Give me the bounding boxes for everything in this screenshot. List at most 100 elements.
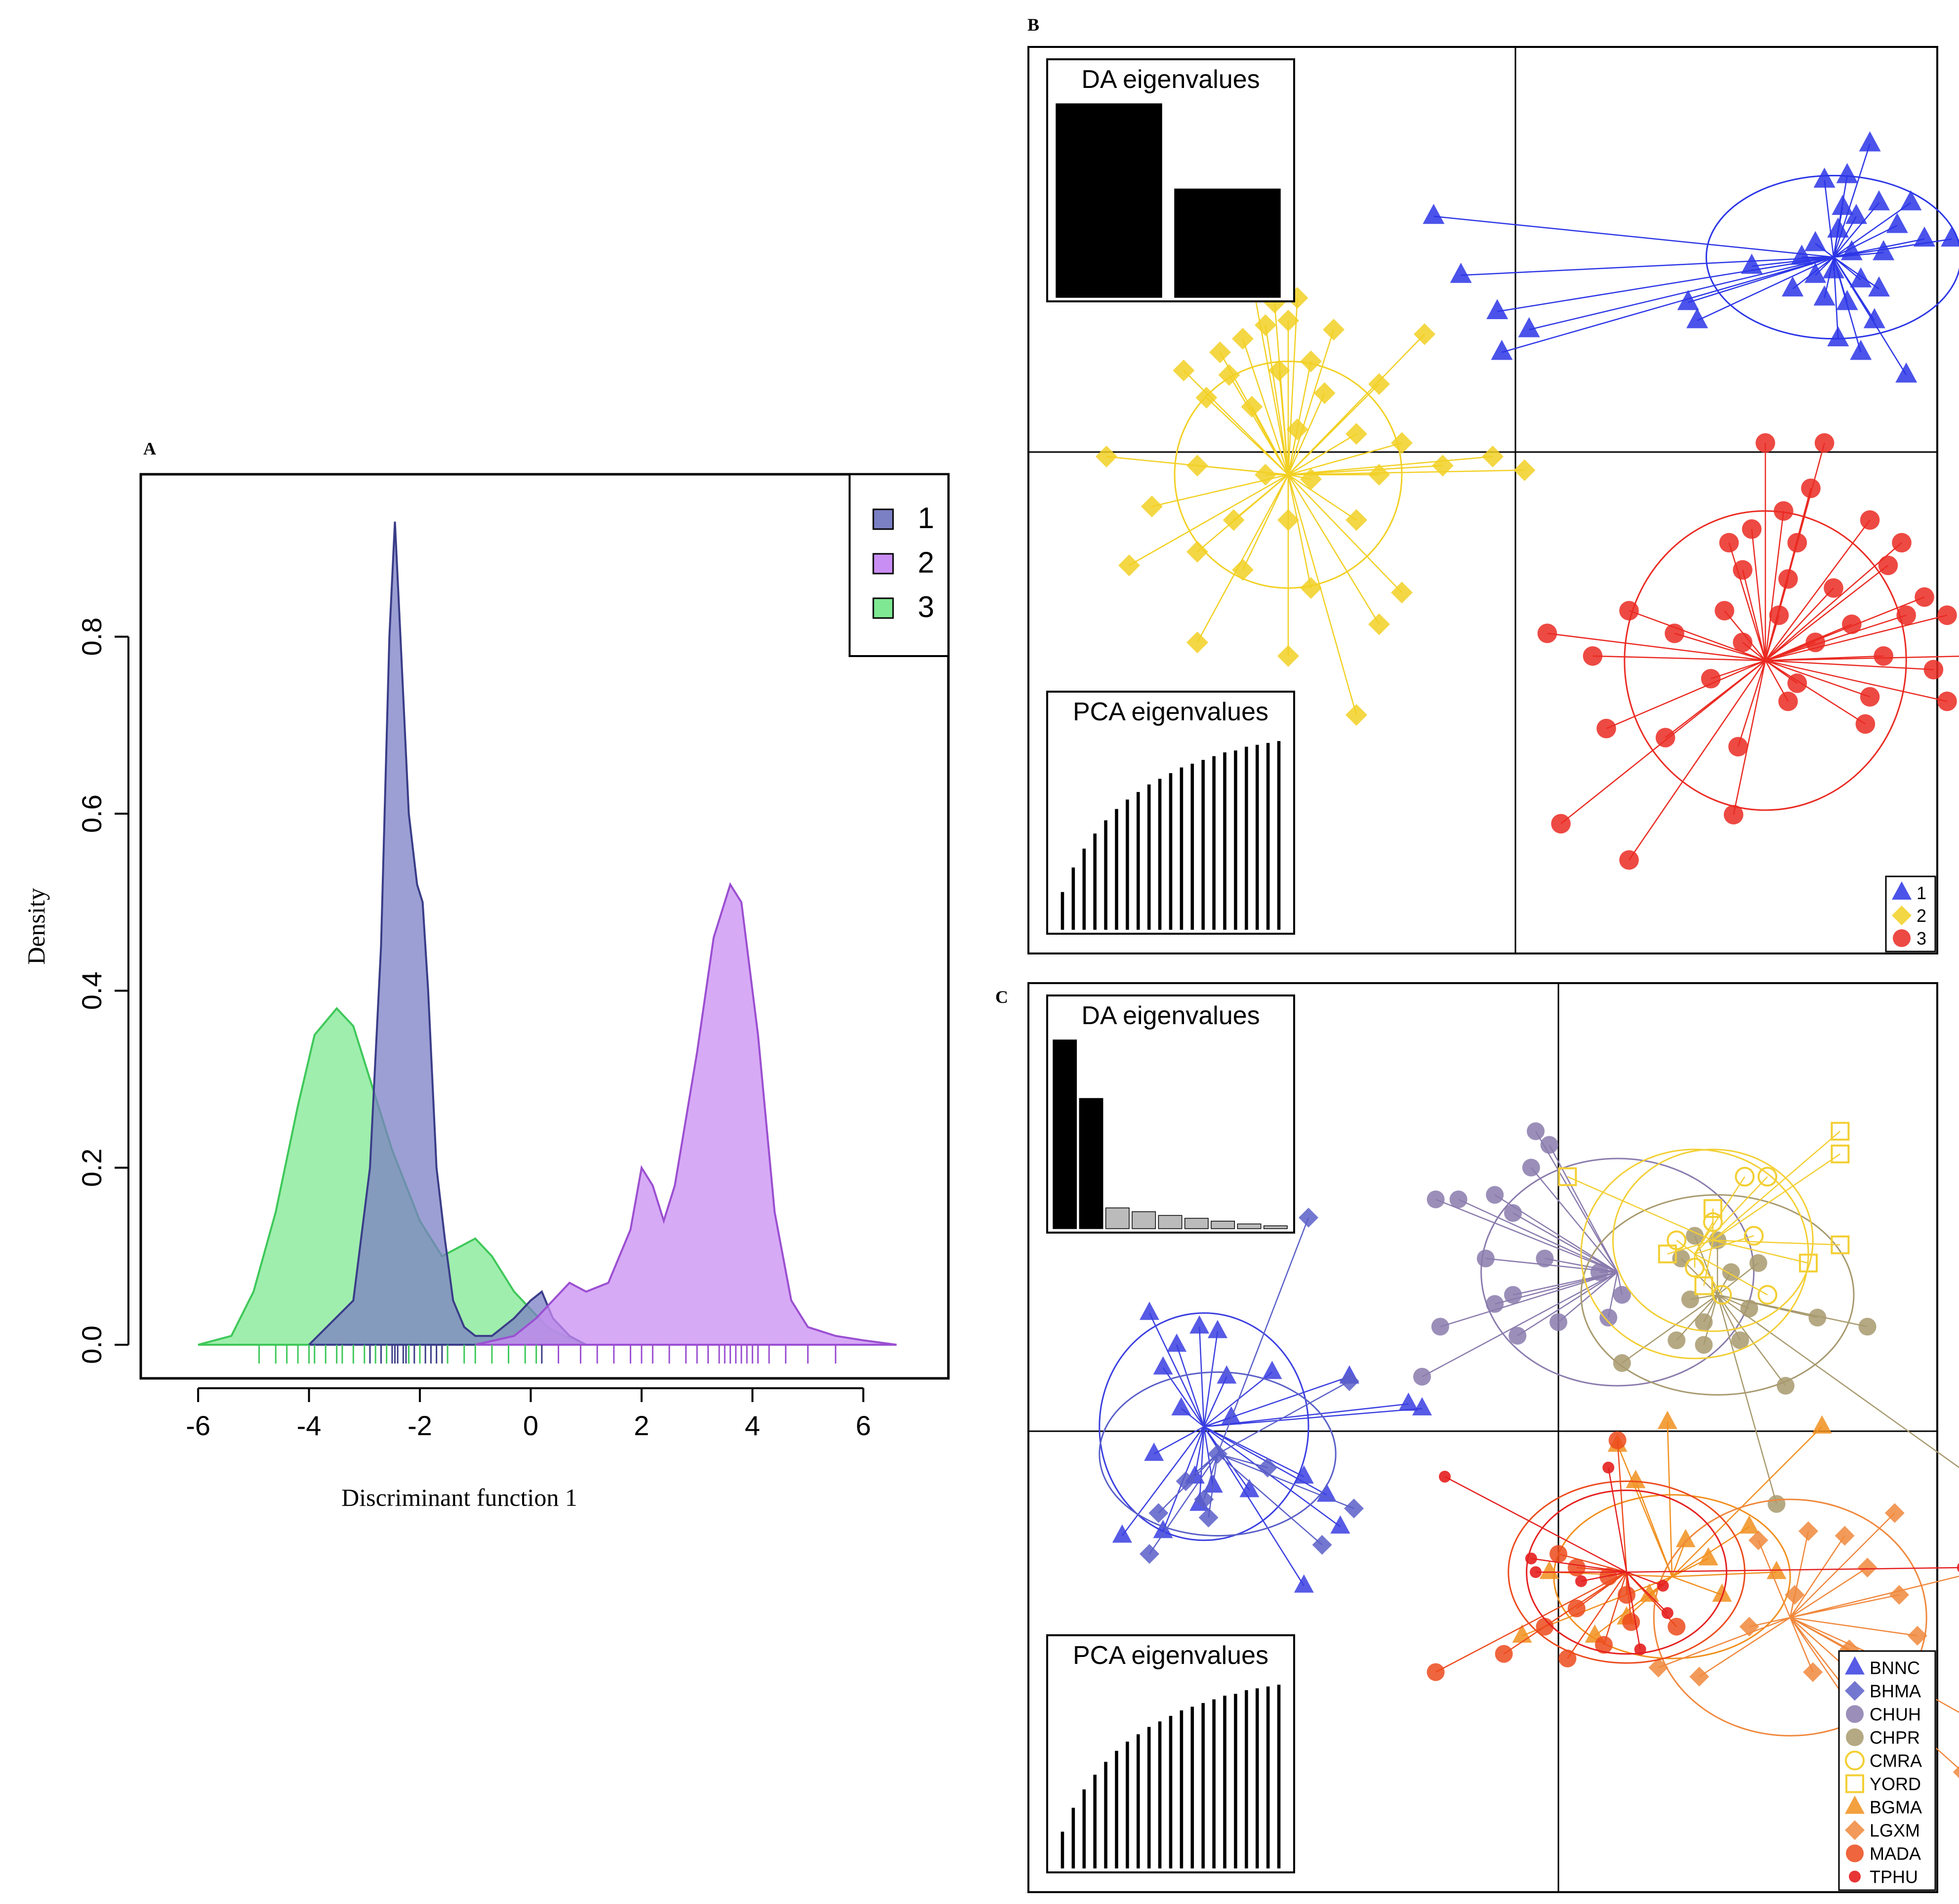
point-3 xyxy=(1805,632,1825,653)
point-2 xyxy=(1300,468,1322,491)
legend-marker-BNNC xyxy=(1845,1656,1865,1675)
panel-a-letter: A xyxy=(143,439,156,458)
group-ellipse-CHPR xyxy=(1580,1194,1855,1396)
point-3 xyxy=(1755,433,1775,453)
point-CHPR xyxy=(1613,1354,1631,1372)
point-BGMA xyxy=(1539,1561,1559,1579)
point-BNNC xyxy=(1262,1361,1282,1379)
point-3 xyxy=(1937,605,1957,625)
legend-marker-BHMA xyxy=(1845,1681,1865,1701)
spoke-CHUH xyxy=(1435,1199,1618,1273)
x-tick-label: 6 xyxy=(856,1410,871,1441)
point-2 xyxy=(1346,704,1367,726)
point-1 xyxy=(1823,258,1844,279)
spoke-MADA xyxy=(1617,1440,1628,1573)
point-2 xyxy=(1218,364,1240,386)
point-3 xyxy=(1896,605,1916,625)
legend-label-YORD: YORD xyxy=(1870,1774,1921,1794)
x-tick-label: 0 xyxy=(523,1410,538,1441)
point-MADA xyxy=(1608,1431,1627,1449)
panel-a-density-series xyxy=(198,521,897,1346)
legend-marker-LGXM xyxy=(1845,1820,1865,1840)
spoke-3 xyxy=(1629,610,1766,662)
point-1 xyxy=(1873,240,1895,260)
point-BGMA xyxy=(1712,1583,1732,1602)
spoke-MADA xyxy=(1603,1572,1628,1645)
pca-eigenvalue-bar xyxy=(1082,848,1086,930)
point-LGXM xyxy=(1785,1585,1805,1605)
panel-a-plot-frame xyxy=(139,473,950,1380)
point-2 xyxy=(1368,373,1390,395)
panel-c-letter: C xyxy=(995,987,1008,1007)
point-1 xyxy=(1813,167,1836,188)
spoke-2 xyxy=(1274,302,1289,475)
point-1 xyxy=(1850,267,1872,288)
spoke-2 xyxy=(1196,474,1289,643)
y-tick-label: 0.6 xyxy=(76,794,107,833)
spoke-1 xyxy=(1697,256,1834,322)
pca-eigenvalue-bar xyxy=(1234,750,1237,930)
spoke-YORD xyxy=(1712,1130,1841,1241)
spoke-3 xyxy=(1547,632,1766,662)
point-2 xyxy=(1431,455,1454,477)
spoke-3 xyxy=(1674,632,1766,662)
point-3 xyxy=(1728,737,1748,757)
point-2 xyxy=(1141,496,1163,518)
point-CHPR xyxy=(1695,1313,1713,1331)
legend-label-3: 3 xyxy=(1917,928,1926,949)
panel-a-legend-box xyxy=(849,473,949,657)
spoke-BGMA xyxy=(1617,1445,1673,1577)
point-BNNC xyxy=(1140,1301,1159,1320)
point-LGXM xyxy=(1857,1558,1877,1577)
legend-label-CMRA: CMRA xyxy=(1870,1750,1922,1771)
spoke-3 xyxy=(1733,660,1766,815)
spoke-2 xyxy=(1287,297,1298,475)
point-1 xyxy=(1827,326,1849,347)
spoke-LGXM xyxy=(1790,1617,1814,1673)
group-ellipse-BHMA xyxy=(1099,1371,1337,1537)
spoke-2 xyxy=(1288,474,1357,521)
spoke-LGXM xyxy=(1790,1512,1895,1618)
point-BNNC xyxy=(1153,1356,1173,1375)
spoke-LGXM xyxy=(1790,1535,1845,1618)
legend-label-MADA: MADA xyxy=(1870,1843,1921,1863)
point-1 xyxy=(1914,226,1935,247)
point-YORD xyxy=(1799,1253,1818,1273)
point-2 xyxy=(1482,446,1504,468)
point-1 xyxy=(1827,217,1849,238)
point-LGXM xyxy=(1803,1662,1823,1682)
pca-eigenvalue-bar xyxy=(1137,792,1140,930)
panel-a-x-axis-title: Discriminant function 1 xyxy=(341,1484,577,1511)
spoke-CHUH xyxy=(1530,1167,1618,1273)
pca-eigenvalue-bar xyxy=(1104,1762,1107,1868)
point-LGXM xyxy=(1748,1530,1768,1550)
point-LGXM xyxy=(1739,1616,1759,1637)
point-3 xyxy=(1937,691,1957,711)
spoke-BNNC xyxy=(1148,1313,1205,1427)
spoke-3 xyxy=(1765,660,1866,725)
pca-eigenvalue-bar xyxy=(1277,741,1281,930)
point-CHUH xyxy=(1504,1286,1522,1304)
pca-eigenvalue-bar xyxy=(1104,820,1107,930)
inset-title: PCA eigenvalues xyxy=(1073,698,1268,726)
spoke-2 xyxy=(1197,474,1289,552)
point-CHUH xyxy=(1431,1318,1449,1336)
group-CMRA xyxy=(1580,1149,1809,1360)
point-2 xyxy=(1118,554,1140,577)
spoke-2 xyxy=(1183,370,1289,475)
point-3 xyxy=(1778,691,1798,711)
x-tick-label: -2 xyxy=(408,1410,432,1441)
point-BNNC xyxy=(1171,1397,1191,1415)
point-BGMA xyxy=(1812,1415,1832,1434)
group-ellipse-MADA xyxy=(1508,1480,1746,1664)
spoke-2 xyxy=(1288,442,1402,476)
x-tick-label: -6 xyxy=(186,1410,210,1441)
spoke-LGXM xyxy=(1699,1617,1791,1677)
point-LGXM xyxy=(1648,1657,1669,1678)
point-2 xyxy=(1391,581,1413,604)
point-2 xyxy=(1223,509,1245,531)
spoke-1 xyxy=(1461,256,1834,276)
pca-eigenvalue-bar xyxy=(1212,756,1216,930)
pca-eigenvalue-bar xyxy=(1071,1808,1075,1868)
point-3 xyxy=(1855,714,1876,734)
